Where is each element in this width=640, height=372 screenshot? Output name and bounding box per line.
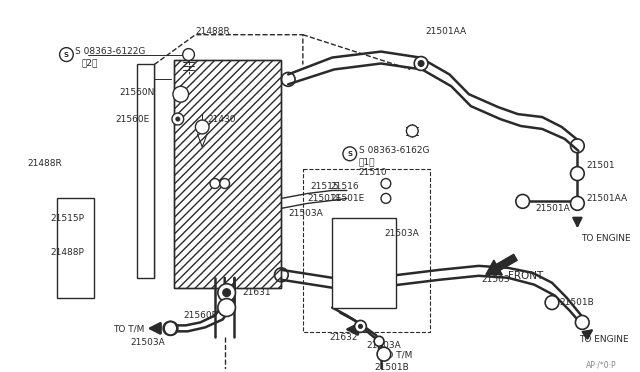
Text: TO ENGINE: TO ENGINE [579,335,629,344]
Circle shape [173,86,189,102]
FancyArrowPatch shape [486,254,517,275]
Text: 21501: 21501 [586,161,615,170]
Circle shape [570,167,584,180]
Bar [303,169,430,332]
Text: 21516: 21516 [330,182,359,191]
Text: S 08363-6122G: S 08363-6122G [76,47,146,56]
Circle shape [210,179,220,189]
Text: （1）: （1） [358,157,375,166]
Text: 21503A: 21503A [366,341,401,350]
Circle shape [223,289,230,296]
Text: TO T/M: TO T/M [381,351,412,360]
Text: TO T/M: TO T/M [113,325,145,334]
Text: 21488R: 21488R [195,27,230,36]
Circle shape [355,320,366,332]
Circle shape [570,196,584,210]
Text: 21501AA: 21501AA [425,27,466,36]
Text: 21488R: 21488R [28,159,62,168]
Text: 21501B: 21501B [560,298,595,307]
Circle shape [374,336,384,346]
Circle shape [516,195,529,208]
Text: 21488P: 21488P [51,248,84,257]
Circle shape [406,125,418,137]
Text: 21560N: 21560N [119,88,155,97]
Circle shape [575,315,589,329]
Text: 21501AA: 21501AA [586,194,627,203]
Bar [137,64,154,278]
Circle shape [358,324,362,328]
Bar [332,218,396,308]
Text: 21632: 21632 [329,333,358,342]
Text: S 08363-6162G: S 08363-6162G [358,146,429,155]
Text: （2）: （2） [81,58,97,67]
Bar [174,60,282,288]
Text: 21503: 21503 [482,275,510,284]
Circle shape [172,113,184,125]
Text: 21501A: 21501A [536,204,570,213]
Circle shape [377,347,391,361]
Text: 21515P: 21515P [51,214,85,223]
Circle shape [218,299,236,317]
Text: 21501E: 21501E [308,194,342,203]
Text: 21631: 21631 [243,288,271,297]
Text: AP·/*0·P: AP·/*0·P [586,360,617,369]
Text: S: S [348,151,352,157]
Text: 21515: 21515 [310,182,339,191]
Text: 21560E: 21560E [115,115,150,124]
Circle shape [545,296,559,310]
Circle shape [218,284,236,302]
Text: 21503A: 21503A [384,229,419,238]
Circle shape [164,321,178,335]
Text: 21560F: 21560F [184,311,218,320]
Circle shape [381,193,391,203]
Circle shape [176,117,180,121]
Circle shape [414,57,428,70]
Bar [174,60,282,288]
Text: 21510: 21510 [358,168,387,177]
Circle shape [418,61,424,67]
Text: 21501E: 21501E [330,194,364,203]
Text: TO ENGINE: TO ENGINE [581,234,631,243]
Circle shape [381,179,391,189]
Text: FRONT: FRONT [508,271,543,281]
Text: 21503A: 21503A [130,338,164,347]
Bar [57,198,94,298]
Circle shape [195,120,209,134]
Text: 21430: 21430 [207,115,236,124]
Text: 21503A: 21503A [288,209,323,218]
Text: 21501B: 21501B [374,363,409,372]
Circle shape [220,179,230,189]
Text: S: S [64,52,69,58]
Circle shape [182,49,195,61]
